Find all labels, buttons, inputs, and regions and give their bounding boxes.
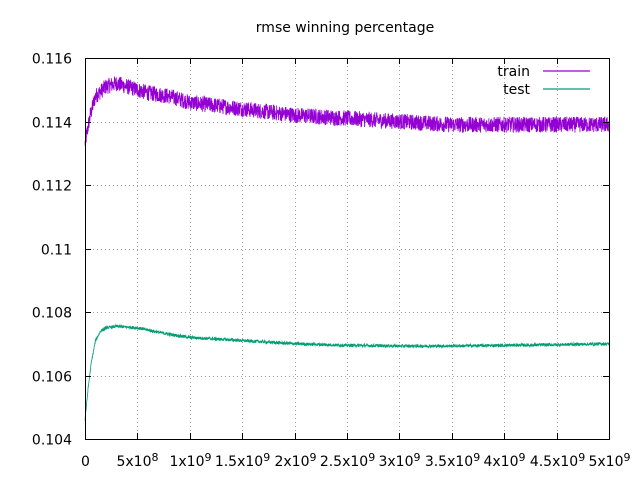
x-tick-label: 3x109	[378, 451, 420, 470]
x-tick-label: 5x108	[116, 451, 158, 470]
y-tick-label: 0.11	[41, 243, 72, 259]
tick-labels: 0 5x108 1x109 1.5x109 2x109 2.5x109 3x109 3.5x1…	[32, 52, 631, 471]
y-tick-label: 0.116	[32, 52, 72, 68]
legend-label-test: test	[503, 82, 530, 98]
y-tick-label: 0.114	[32, 116, 72, 132]
y-tick-label: 0.104	[32, 433, 72, 449]
x-tick-label: 4.5x109	[530, 451, 585, 470]
x-tick-label: 5x109	[588, 451, 630, 470]
x-tick-label: 1x109	[169, 451, 211, 470]
legend-label-train: train	[497, 64, 530, 80]
y-tick-label: 0.106	[32, 370, 72, 386]
x-tick-label: 2x109	[274, 451, 316, 470]
legend: train test	[497, 64, 590, 98]
y-tick-label: 0.108	[32, 306, 72, 322]
x-tick-label: 4x109	[483, 451, 525, 470]
chart-title: rmse winning percentage	[256, 20, 434, 36]
x-tick-label: 0	[81, 454, 90, 470]
series-line-test	[84, 323, 610, 421]
x-tick-label: 3.5x109	[425, 451, 480, 470]
series-line-train	[84, 76, 610, 146]
x-tick-label: 2.5x109	[320, 451, 375, 470]
x-tick-label: 1.5x109	[215, 451, 270, 470]
y-tick-label: 0.112	[32, 179, 72, 195]
series-group	[84, 76, 610, 421]
